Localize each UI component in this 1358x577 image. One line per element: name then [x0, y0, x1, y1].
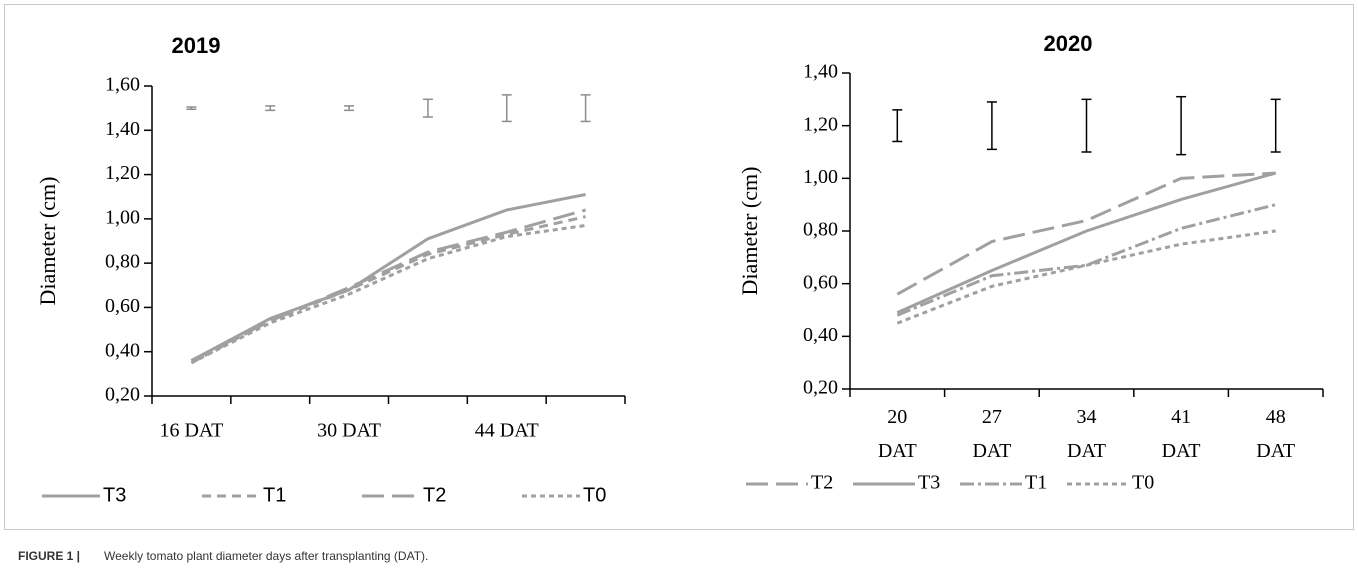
y-tick-label: 1,20	[105, 162, 140, 184]
y-axis-label: Diameter (cm)	[35, 177, 60, 306]
y-tick-label: 0,80	[105, 251, 140, 273]
y-tick-label: 1,40	[105, 118, 140, 140]
x-tick-label: 16 DAT	[159, 420, 223, 442]
error-bar	[892, 109, 903, 143]
figure-frame	[4, 4, 1354, 530]
x-tick-label: 34 DAT	[1067, 406, 1106, 462]
series-line	[896, 171, 1276, 296]
x-tick-label: 27 DAT	[972, 406, 1011, 462]
x-tick-label: 20 DAT	[878, 406, 917, 462]
series-line	[190, 215, 586, 365]
y-tick-label: 1,60	[105, 74, 140, 96]
legend-label: T2	[811, 472, 833, 494]
chart-title: 2020	[1044, 31, 1093, 56]
y-tick-label: 1,00	[803, 166, 838, 188]
caption-label: FIGURE 1 |	[18, 549, 80, 563]
y-tick-label: 0,20	[803, 377, 838, 399]
y-tick-label: 1,00	[105, 206, 140, 228]
legend-label: T1	[263, 484, 286, 506]
error-bar	[986, 101, 997, 151]
series-line	[896, 203, 1277, 317]
error-bar	[1176, 95, 1187, 156]
y-axis-label: Diameter (cm)	[737, 167, 762, 296]
x-tick-label: 44 DAT	[475, 420, 539, 442]
error-bar	[186, 106, 197, 110]
y-tick-label: 0,80	[803, 219, 838, 241]
x-tick-label: 48 DAT	[1256, 406, 1295, 462]
chart-title: 2019	[172, 33, 221, 58]
x-tick-label: 30 DAT	[317, 420, 381, 442]
y-tick-label: 0,20	[105, 384, 140, 406]
y-tick-label: 1,20	[803, 113, 838, 135]
error-bar	[422, 98, 433, 118]
legend-label: T0	[1132, 472, 1154, 494]
legend-label: T2	[423, 484, 446, 506]
error-bar	[344, 105, 355, 112]
error-bar	[580, 94, 591, 123]
series-line	[896, 229, 1276, 325]
y-tick-label: 1,40	[803, 61, 838, 83]
series-line	[190, 224, 586, 365]
legend-label: T0	[583, 484, 606, 506]
error-bar	[1270, 98, 1281, 153]
y-tick-label: 0,40	[105, 339, 140, 361]
legend-label: T3	[918, 472, 940, 494]
y-tick-label: 0,40	[803, 324, 838, 346]
legend-label: T3	[103, 484, 126, 506]
y-tick-label: 0,60	[803, 271, 838, 293]
error-bar	[501, 94, 512, 123]
error-bar	[265, 105, 276, 112]
series-line	[190, 193, 586, 362]
legend-label: T1	[1025, 472, 1047, 494]
error-bar	[1081, 98, 1092, 153]
x-tick-label: 41 DAT	[1162, 406, 1201, 462]
series-line	[896, 171, 1277, 315]
series-line	[190, 208, 586, 362]
caption-text: Weekly tomato plant diameter days after …	[104, 549, 428, 563]
y-tick-label: 0,60	[105, 295, 140, 317]
